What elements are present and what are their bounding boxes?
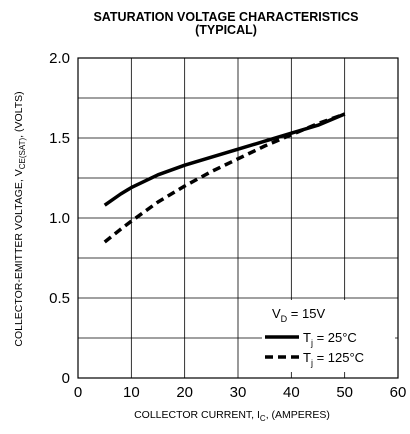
x-axis-label-main: COLLECTOR CURRENT, I [134, 409, 260, 421]
legend-label-125c-sub: j [310, 358, 313, 368]
y-tick-label: 1.0 [49, 210, 70, 227]
y-tick-label: 2.0 [49, 50, 70, 67]
legend-label-125c-suffix: = 125°C [313, 350, 364, 365]
legend-header-main: V [272, 306, 281, 321]
x-tick-label: 50 [336, 384, 353, 401]
legend-label-125c: Tj = 125°C [303, 350, 364, 368]
legend-label-25c-sub: j [310, 338, 313, 348]
x-tick-label: 30 [230, 384, 247, 401]
x-axis-label-suffix: , (AMPERES) [266, 409, 330, 421]
x-axis-label: COLLECTOR CURRENT, IC, (AMPERES) [134, 409, 330, 423]
axis-tick-labels: 0 10 20 30 40 50 60 0 0.5 1.0 1.5 2.0 [49, 50, 406, 401]
series-lines [103, 112, 346, 244]
legend-header-suffix: = 15V [287, 306, 325, 321]
x-tick-label: 40 [283, 384, 300, 401]
chart-title-line1: SATURATION VOLTAGE CHARACTERISTICS [93, 10, 358, 24]
chart-title-line2: (TYPICAL) [195, 23, 257, 37]
y-tick-label: 0 [62, 370, 70, 387]
y-axis-label: COLLECTOR-EMITTER VOLTAGE, VCE(SAT), (VO… [13, 91, 27, 346]
y-tick-label: 1.5 [49, 130, 70, 147]
grid-lines [78, 58, 398, 378]
legend-label-25c: Tj = 25°C [303, 330, 357, 348]
legend-header-sub: D [281, 314, 288, 324]
legend-header: VD = 15V [272, 306, 325, 324]
y-axis-label-suffix: , (VOLTS) [13, 91, 25, 137]
legend-label-125c-main: T [303, 350, 311, 365]
x-tick-label: 60 [390, 384, 407, 401]
x-tick-label: 10 [123, 384, 140, 401]
y-tick-label: 0.5 [49, 290, 70, 307]
x-axis-label-sub: C [260, 414, 266, 423]
x-tick-label: 20 [176, 384, 193, 401]
x-tick-label: 0 [74, 384, 82, 401]
y-axis-label-main: COLLECTOR-EMITTER VOLTAGE, V [13, 169, 25, 346]
legend-label-25c-suffix: = 25°C [313, 330, 357, 345]
legend-label-25c-main: T [303, 330, 311, 345]
legend: VD = 15V Tj = 25°C Tj = 125°C [262, 300, 395, 372]
series-line-125c [103, 112, 346, 244]
plot-area-frame [77, 57, 399, 379]
y-axis-label-sub: CE(SAT) [18, 138, 27, 170]
